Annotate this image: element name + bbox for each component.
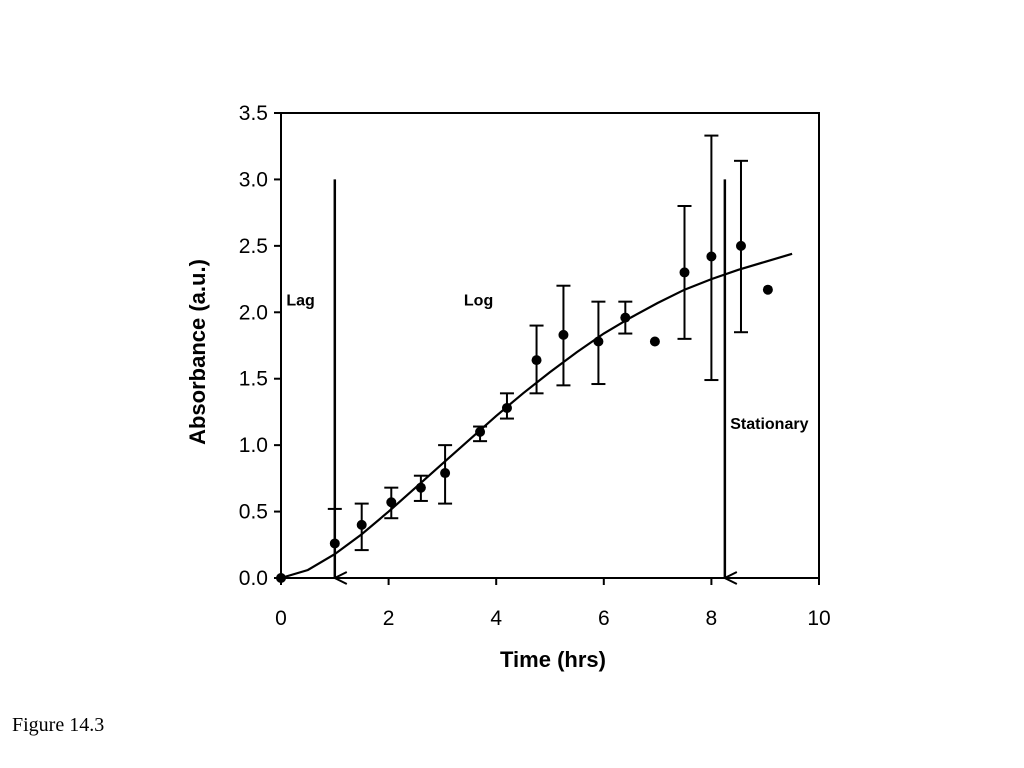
x-tick-label: 6 bbox=[598, 607, 610, 630]
x-axis-title: Time (hrs) bbox=[500, 647, 606, 672]
phase-label: Log bbox=[464, 293, 493, 310]
y-axis-ticks: 0.0 0.5 1.0 1.5 2.0 2.5 3.0 3.5 bbox=[239, 102, 281, 590]
error-bars bbox=[327, 134, 748, 552]
y-tick-label: 1.5 bbox=[239, 368, 268, 391]
data-point bbox=[531, 355, 542, 366]
data-point bbox=[649, 336, 660, 347]
data-point bbox=[620, 312, 631, 323]
data-point bbox=[356, 519, 367, 530]
figure-caption: Figure 14.3 bbox=[12, 714, 105, 736]
y-axis-title: Absorbance (a.u.) bbox=[185, 259, 210, 445]
phase-label: Stationary bbox=[730, 416, 808, 433]
data-point bbox=[329, 538, 340, 549]
x-tick-label: 8 bbox=[706, 607, 718, 630]
data-point bbox=[276, 573, 286, 583]
x-tick-label: 10 bbox=[807, 607, 830, 630]
x-tick-label: 4 bbox=[490, 607, 502, 630]
y-tick-label: 2.5 bbox=[239, 235, 268, 258]
data-point bbox=[735, 240, 746, 251]
x-axis-ticks: 0 2 4 6 8 10 bbox=[275, 578, 831, 630]
data-point bbox=[415, 482, 426, 493]
data-point bbox=[475, 426, 486, 437]
y-tick-label: 0.5 bbox=[239, 501, 268, 524]
data-points bbox=[276, 240, 773, 583]
fitted-curve bbox=[280, 252, 793, 580]
data-point bbox=[501, 402, 512, 413]
fit-line bbox=[280, 252, 793, 580]
data-point bbox=[706, 251, 717, 262]
plot-frame bbox=[280, 112, 820, 579]
y-tick-label: 0.0 bbox=[239, 567, 268, 590]
data-point bbox=[679, 267, 690, 278]
y-tick-label: 2.0 bbox=[239, 301, 268, 324]
phase-label: Lag bbox=[286, 293, 314, 310]
y-tick-label: 3.0 bbox=[239, 168, 268, 191]
y-tick-label: 1.0 bbox=[239, 434, 268, 457]
x-tick-label: 0 bbox=[275, 607, 287, 630]
data-point bbox=[558, 329, 569, 340]
y-tick-label: 3.5 bbox=[239, 102, 268, 125]
data-point bbox=[593, 336, 604, 347]
data-point bbox=[440, 468, 451, 479]
phase-labels: Lag Log Stationary bbox=[286, 293, 808, 434]
data-point bbox=[762, 284, 773, 295]
x-tick-label: 2 bbox=[383, 607, 395, 630]
data-point bbox=[386, 497, 397, 508]
